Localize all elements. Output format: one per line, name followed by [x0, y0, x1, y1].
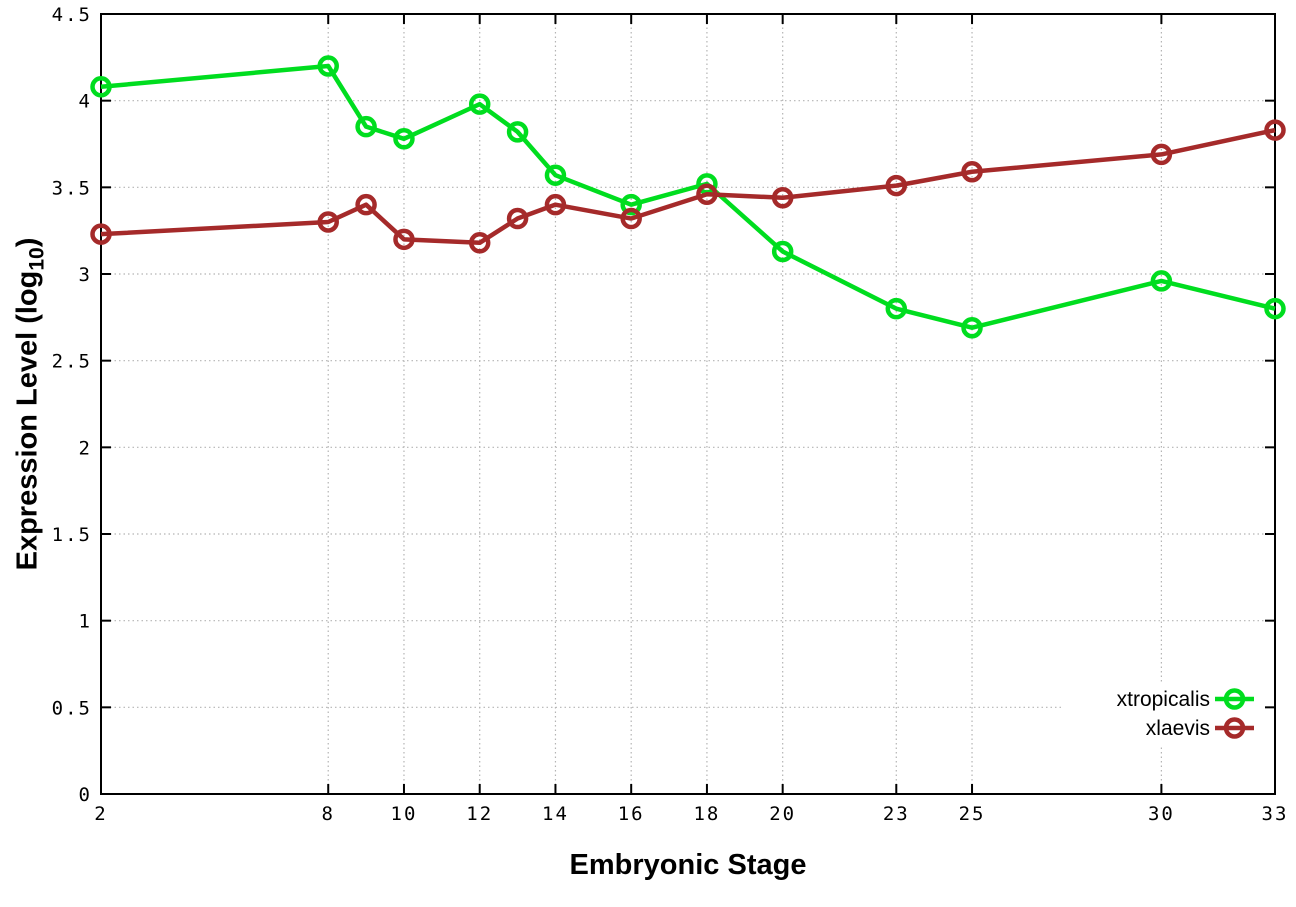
- data-point-marker: [90, 76, 112, 98]
- data-point-marker: [771, 186, 794, 209]
- x-tick-labels: 2 8 10 12 14 16 18 20 23 25 30 33: [94, 803, 1289, 825]
- y-tick-label: 3.5: [52, 177, 92, 199]
- x-tick-label: 18: [693, 803, 720, 825]
- x-tick-label: 12: [466, 803, 493, 825]
- y-tick-label: 3: [79, 264, 92, 286]
- data-point-marker: [468, 232, 491, 254]
- x-tick-label: 2: [94, 803, 107, 825]
- legend-sample-marker: [1223, 717, 1246, 739]
- y-axis-title: Expression Level (log10): [11, 237, 49, 571]
- series-xlaevis: [90, 119, 1286, 254]
- x-tick-label: 8: [321, 803, 334, 825]
- y-axis-title-text: Expression Level (log: [11, 270, 44, 571]
- y-tick-label: 4.5: [52, 4, 92, 26]
- legend-label-xlaevis: xlaevis: [1146, 717, 1210, 740]
- data-point-marker: [506, 207, 529, 230]
- x-axis-title: Embryonic Stage: [569, 849, 807, 881]
- data-point-marker: [620, 207, 642, 230]
- y-tick-label: 1.5: [52, 524, 92, 546]
- data-point-marker: [393, 128, 415, 150]
- y-tick-label: 2: [79, 437, 92, 459]
- data-point-marker: [468, 93, 491, 115]
- tick-marks: [100, 13, 1276, 795]
- data-point-marker: [90, 223, 112, 245]
- y-tick-label: 0: [79, 784, 92, 806]
- legend: xtropicalis xlaevis: [1117, 688, 1254, 740]
- x-tick-label: 30: [1148, 803, 1175, 825]
- data-point-marker: [1264, 119, 1286, 141]
- x-tick-label: 33: [1262, 803, 1289, 825]
- data-point-marker: [544, 164, 567, 186]
- y-tick-label: 2.5: [52, 351, 92, 373]
- series-line-xlaevis: [100, 127, 1276, 246]
- data-point-marker: [771, 240, 794, 263]
- y-tick-labels: 0 0.5 1 1.5 2 2.5 3 3.5 4 4.5: [52, 4, 92, 806]
- data-point-marker: [961, 316, 983, 339]
- data-point-marker: [393, 228, 415, 251]
- plot-border: [100, 13, 1276, 795]
- data-point-marker: [506, 121, 529, 143]
- y-tick-label: 1: [79, 611, 92, 633]
- data-point-marker: [1150, 270, 1173, 292]
- x-tick-label: 16: [618, 803, 645, 825]
- series-line-xtropicalis: [100, 63, 1276, 330]
- data-point-marker: [885, 297, 908, 320]
- data-point-marker: [355, 115, 377, 138]
- data-point-marker: [317, 55, 339, 77]
- data-point-marker: [961, 160, 983, 183]
- data-point-marker: [355, 193, 377, 216]
- data-point-marker: [620, 193, 642, 216]
- grid-lines: [100, 13, 1276, 795]
- data-point-marker: [1150, 143, 1173, 166]
- data-point-marker: [1264, 297, 1286, 320]
- x-tick-label: 14: [542, 803, 569, 825]
- data-point-marker: [317, 211, 339, 233]
- x-tick-label: 23: [883, 803, 910, 825]
- y-tick-label: 4: [79, 91, 92, 113]
- y-axis-title-close: ): [11, 237, 44, 248]
- y-tick-label: 0.5: [52, 697, 92, 719]
- series-xtropicalis: [90, 55, 1286, 339]
- x-tick-label: 10: [391, 803, 418, 825]
- data-point-marker: [544, 193, 567, 216]
- legend-sample-marker: [1223, 688, 1246, 710]
- x-tick-label: 25: [959, 803, 986, 825]
- data-point-marker: [696, 183, 718, 206]
- data-point-marker: [885, 174, 908, 197]
- x-tick-label: 20: [769, 803, 796, 825]
- y-axis-title-subscript: 10: [25, 247, 49, 271]
- legend-label-xtropicalis: xtropicalis: [1117, 688, 1210, 711]
